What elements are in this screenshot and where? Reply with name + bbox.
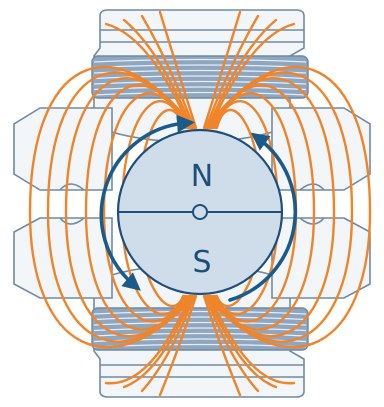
field-line-bottom (158, 294, 198, 397)
magnet-rotor: N S (116, 128, 284, 296)
field-line-top (208, 22, 296, 130)
field-line-bottom (104, 294, 192, 385)
rotation-arrow-right-icon (228, 132, 298, 302)
field-line (84, 84, 190, 331)
top-coil-turn (93, 58, 307, 63)
field-line (102, 92, 188, 323)
field-line (208, 77, 336, 338)
top-coil-turn (93, 75, 307, 80)
rotation-arrow-left-icon (99, 114, 195, 291)
field-line-top (202, 10, 242, 130)
field-line (204, 65, 372, 349)
field-line-bottom (208, 294, 296, 385)
field-line-bottom (202, 294, 242, 397)
bottom-coil-turn (93, 327, 307, 332)
field-line-bottom (206, 294, 278, 389)
rotation-arrows (99, 114, 298, 302)
field-line (210, 84, 316, 331)
south-pole-label: S (192, 245, 211, 280)
field-line-top (104, 22, 192, 130)
field-line-top (122, 18, 194, 130)
field-line (206, 71, 354, 343)
field-line-top (140, 14, 196, 130)
field-line (46, 71, 194, 343)
field-line-top (206, 18, 278, 130)
top-coil-turn (93, 86, 307, 91)
bottom-coil-turn (93, 310, 307, 315)
field-line (64, 77, 192, 338)
right-lower-block (271, 217, 371, 299)
top-coil-turn (93, 64, 307, 69)
top-coil (91, 55, 309, 99)
bottom-coil-turn (93, 316, 307, 321)
top-coil-turn (93, 80, 307, 85)
field-line-bottom (204, 294, 260, 393)
top-coil-turn (93, 91, 307, 96)
rotor-shaft (192, 204, 208, 220)
field-line (28, 65, 196, 349)
field-line-top (204, 14, 260, 130)
field-line-bottom (140, 294, 196, 393)
north-pole-label: N (191, 159, 213, 194)
field-line-bottom (122, 294, 194, 389)
bottom-coil-turn (93, 321, 307, 326)
